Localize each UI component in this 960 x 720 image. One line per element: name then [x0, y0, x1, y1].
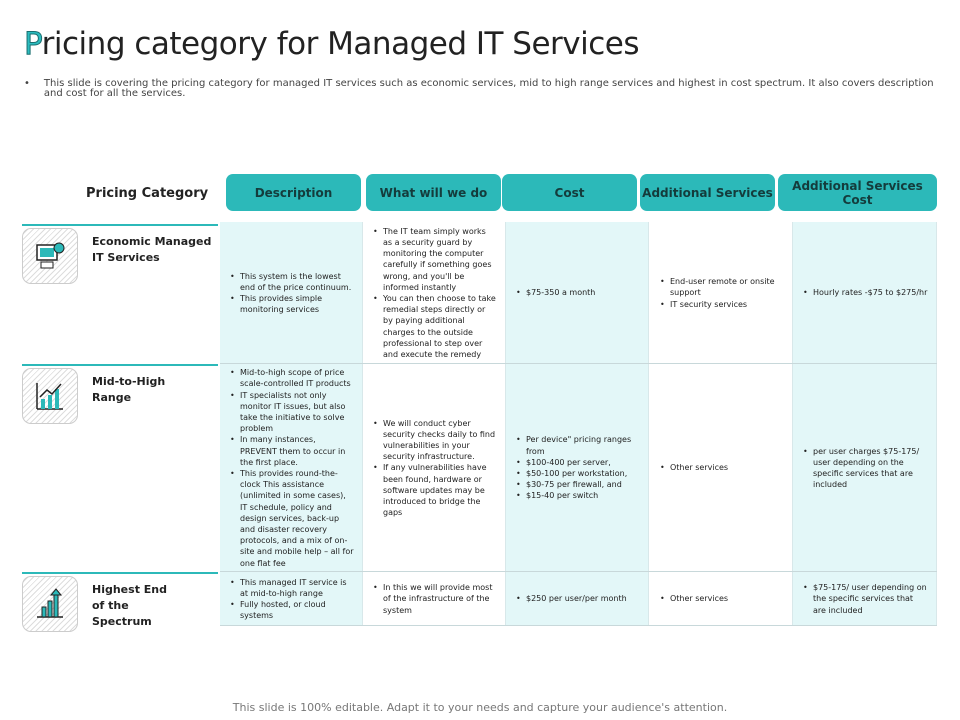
cell-additional: Other services	[650, 572, 793, 626]
cell-bullet: IT security services	[660, 299, 784, 310]
category-divider	[22, 572, 218, 574]
cell-bullet: $75-175/ user depending on the specific …	[803, 582, 928, 616]
cell-bullet: This system is the lowest end of the pri…	[230, 271, 354, 293]
column-header-4: Additional Services Cost	[778, 174, 937, 211]
cell-description: This system is the lowest end of the pri…	[220, 222, 363, 364]
cell-cost: $250 per user/per month	[506, 572, 649, 626]
column-header-1: What will we do	[366, 174, 501, 211]
category-divider	[22, 364, 218, 366]
cell-what: In this we will provide most of the infr…	[363, 572, 506, 626]
column-header-0: Description	[226, 174, 361, 211]
cell-bullet: $75-350 a month	[516, 287, 595, 298]
bar-chart-up-icon	[22, 576, 78, 632]
growth-chart-icon	[22, 368, 78, 424]
pricing-category-header: Pricing Category	[86, 186, 209, 201]
cell-bullet: Per device" pricing ranges from	[516, 434, 640, 456]
cell-bullet: In many instances, PREVENT them to occur…	[230, 434, 354, 468]
cell-bullet: Other services	[660, 593, 728, 604]
page-title: Pricing category for Managed IT Services	[24, 26, 640, 63]
cell-bullet: IT specialists not only monitor IT issue…	[230, 390, 354, 435]
cell-description: Mid-to-high scope of price scale-control…	[220, 364, 363, 572]
cell-bullet: $100-400 per server,	[516, 457, 640, 468]
cell-what: We will conduct cyber security checks da…	[363, 364, 506, 572]
cell-additional-cost: Hourly rates -$75 to $275/hr	[793, 222, 937, 364]
column-header-2: Cost	[502, 174, 637, 211]
cell-additional: End-user remote or onsite supportIT secu…	[650, 222, 793, 364]
cell-description: This managed IT service is at mid-to-hig…	[220, 572, 363, 626]
intro-text: • This slide is covering the pricing cate…	[24, 78, 934, 99]
cell-bullet: We will conduct cyber security checks da…	[373, 418, 497, 463]
cell-bullet: $50-100 per workstation,	[516, 468, 640, 479]
category-divider	[22, 224, 218, 226]
computer-dollar-icon	[22, 228, 78, 284]
row-divider	[220, 571, 937, 572]
cell-bullet: Hourly rates -$75 to $275/hr	[803, 287, 927, 298]
cell-bullet: This provides simple monitoring services	[230, 293, 354, 315]
cell-bullet: $250 per user/per month	[516, 593, 627, 604]
cell-additional-cost: $75-175/ user depending on the specific …	[793, 572, 937, 626]
column-header-3: Additional Services	[640, 174, 775, 211]
cell-bullet: $30-75 per firewall, and	[516, 479, 640, 490]
cell-cost: $75-350 a month	[506, 222, 649, 364]
row-divider	[220, 363, 937, 364]
cell-bullet: per user charges $75-175/ user depending…	[803, 446, 928, 491]
cell-bullet: This managed IT service is at mid-to-hig…	[230, 577, 354, 599]
category-label: Highest End of the Spectrum	[92, 583, 167, 628]
cell-bullet: Mid-to-high scope of price scale-control…	[230, 367, 354, 389]
cell-what: The IT team simply works as a security g…	[363, 222, 506, 364]
row-divider	[220, 625, 937, 626]
cell-additional: Other services	[650, 364, 793, 572]
cell-bullet: In this we will provide most of the infr…	[373, 582, 497, 616]
cell-bullet: Fully hosted, or cloud systems	[230, 599, 354, 621]
cell-bullet: The IT team simply works as a security g…	[373, 226, 497, 293]
cell-bullet: If any vulnerabilities have been found, …	[373, 462, 497, 518]
cell-bullet: This provides round-the-clock This assis…	[230, 468, 354, 569]
cell-bullet: Other services	[660, 462, 728, 473]
cell-bullet: You can then choose to take remedial ste…	[373, 293, 497, 360]
cell-bullet: End-user remote or onsite support	[660, 276, 784, 298]
footer-note: This slide is 100% editable. Adapt it to…	[232, 701, 728, 714]
cell-additional-cost: per user charges $75-175/ user depending…	[793, 364, 937, 572]
cell-cost: Per device" pricing ranges from$100-400 …	[506, 364, 649, 572]
category-label: Mid-to-High Range	[92, 375, 166, 404]
category-label: Economic Managed IT Services	[92, 235, 212, 264]
cell-bullet: $15-40 per switch	[516, 490, 640, 501]
